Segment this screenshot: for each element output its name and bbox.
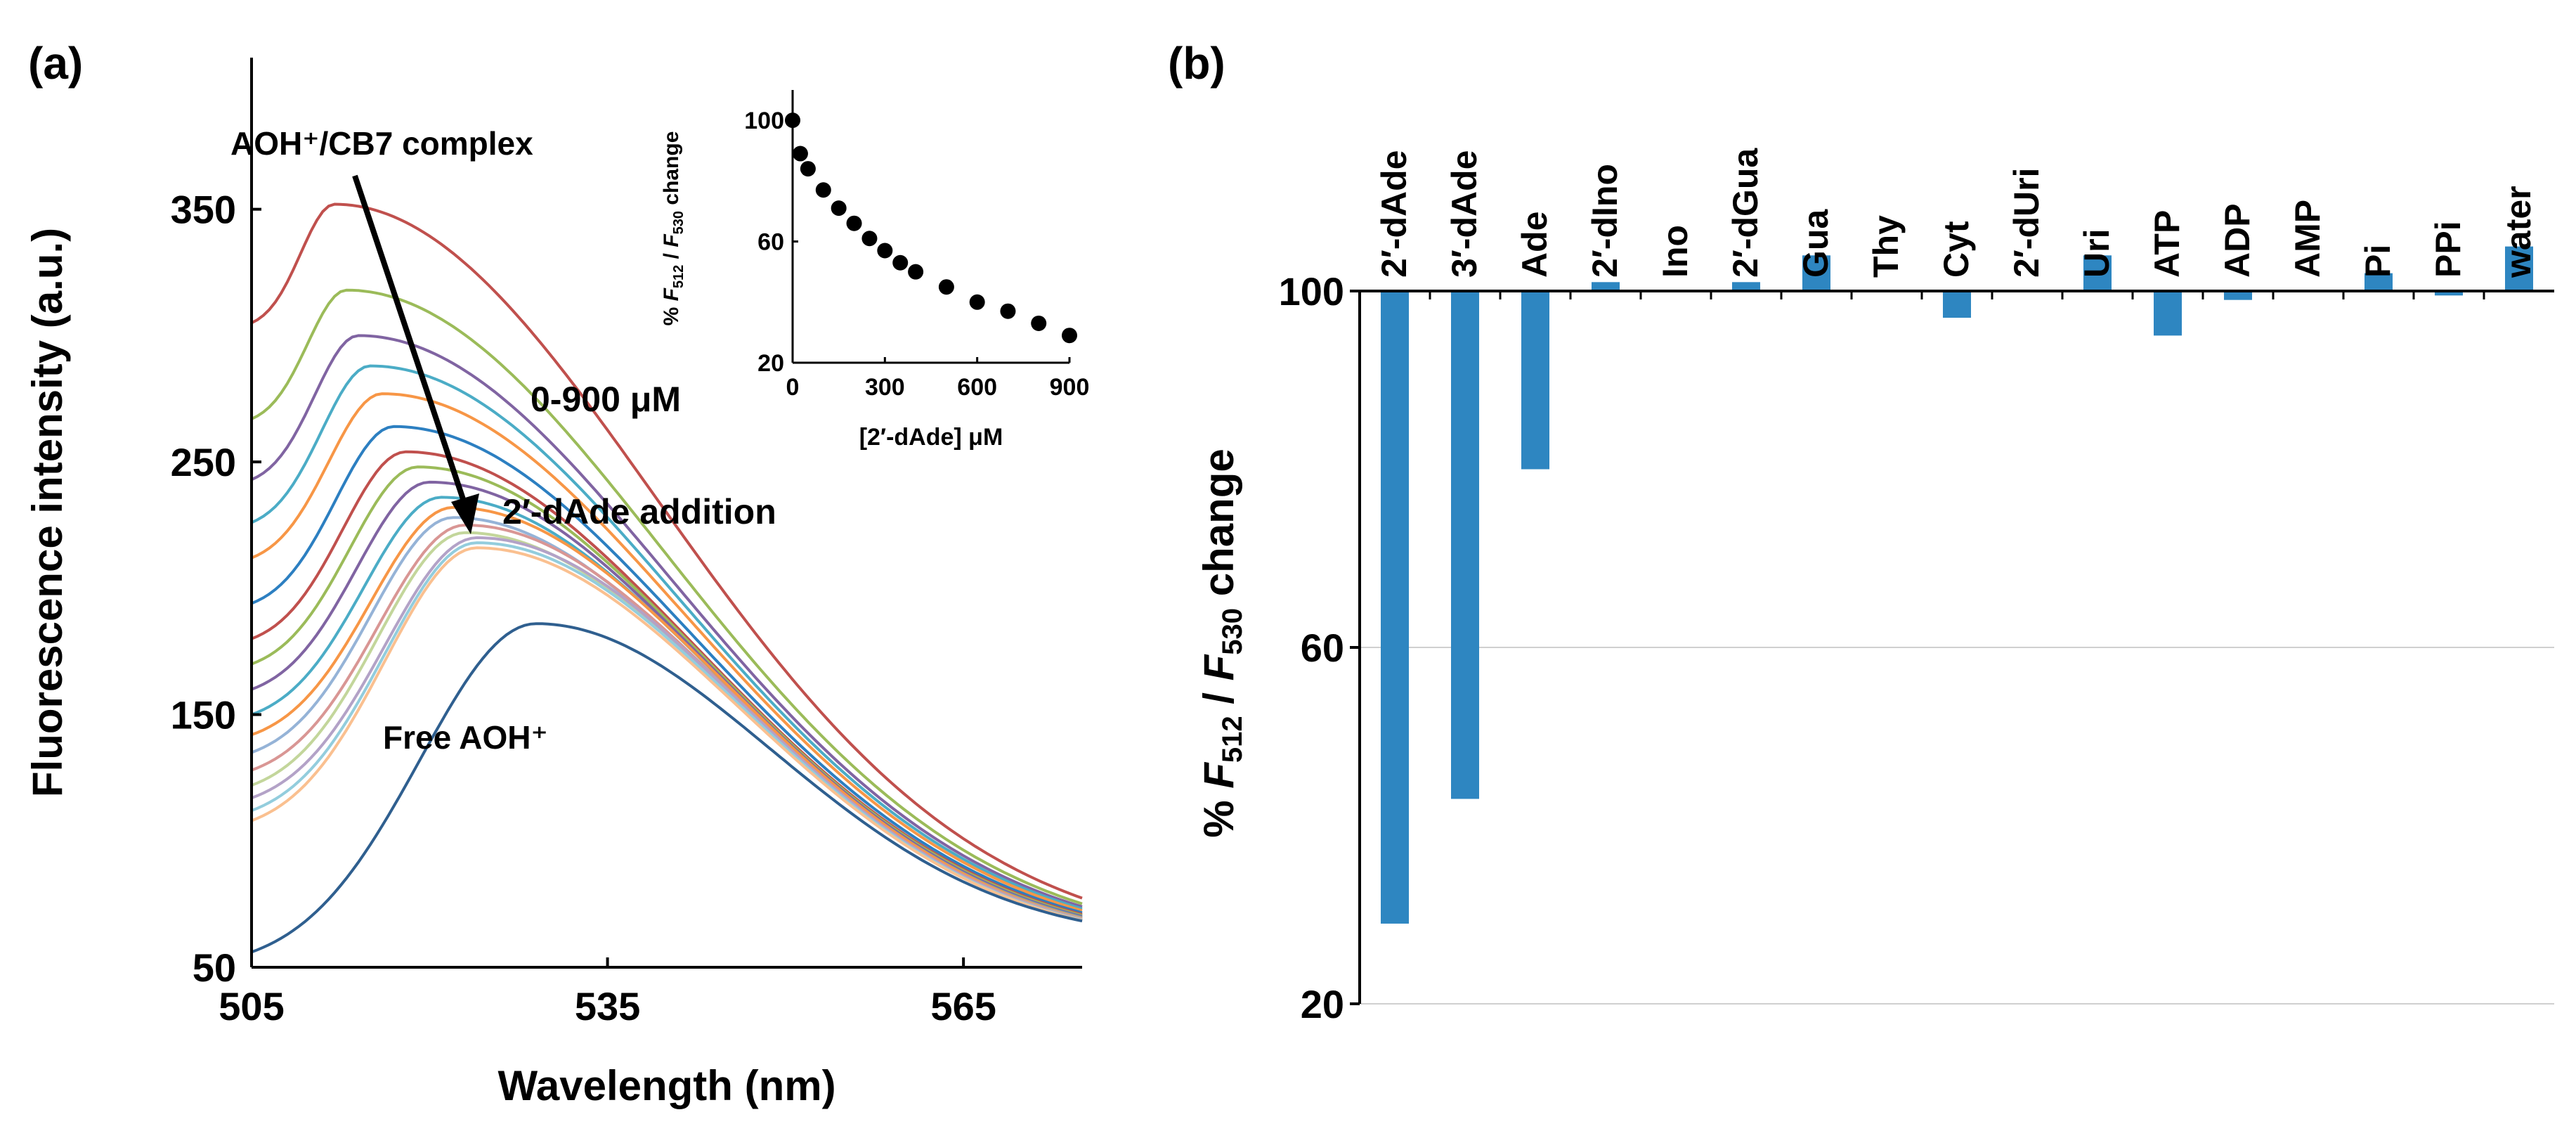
a-y-ticks: 50 150 250 350 — [171, 188, 261, 990]
a-y-axis-label: Fluorescence intensity (a.u.) — [24, 228, 71, 797]
inset-data-point — [800, 161, 816, 177]
category-label: Cyt — [1937, 221, 1976, 278]
inset-data-point — [792, 146, 808, 162]
bar — [2224, 291, 2252, 300]
spectrum-line — [251, 425, 1083, 915]
spectrum-line — [251, 622, 1083, 954]
inset-chart: 20 60 100 0 300 600 900 % F512 / F530 change [… — [660, 90, 1089, 451]
category-label: 2′-dAde — [1374, 150, 1414, 278]
category-label: 2′-dUri — [2007, 168, 2046, 278]
category-label: AMP — [2288, 200, 2327, 278]
bar — [1732, 282, 1760, 291]
bar — [1451, 291, 1479, 799]
b-y-tick-label: 100 — [1279, 269, 1344, 314]
a-y-tick-label: 150 — [171, 693, 236, 737]
a-y-tick-label: 350 — [171, 188, 236, 232]
inset-y-tick-label: 100 — [744, 108, 784, 134]
b-bars — [1381, 246, 2533, 924]
bar — [2083, 255, 2112, 291]
spectrum-line — [251, 288, 1083, 905]
b-category-labels: 2′-dAde 3′-dAde Ade 2′-dIno Ino 2′-dGua Gua Thy… — [1374, 148, 2538, 278]
inset-data-point — [815, 182, 831, 198]
inset-y-tick-label: 20 — [757, 350, 784, 377]
inset-data-point — [831, 200, 847, 217]
a-x-tick-label: 535 — [575, 984, 640, 1028]
spectra-curves — [251, 202, 1083, 954]
annotation-complex: AOH⁺/CB7 complex — [230, 125, 533, 162]
category-label: 3′-dAde — [1445, 150, 1484, 278]
category-label: Gua — [1796, 209, 1835, 278]
inset-x-tick-label: 600 — [957, 374, 997, 401]
annotation-concentration: 0-900 μM — [531, 380, 681, 419]
a-y-tick-label: 50 — [193, 945, 236, 990]
inset-data-point — [908, 264, 924, 280]
inset-data-point — [861, 231, 878, 247]
inset-data-point — [877, 243, 893, 259]
spectrum-line — [251, 505, 1083, 919]
inset-x-tick-label: 300 — [865, 374, 905, 401]
category-label: Thy — [1866, 215, 1906, 278]
a-x-ticks: 505 535 565 — [219, 957, 996, 1028]
category-label: Ade — [1515, 212, 1554, 278]
inset-points — [785, 112, 1077, 344]
bar — [2364, 273, 2393, 291]
inset-data-point — [938, 279, 954, 295]
inset-data-point — [1031, 315, 1047, 331]
bar — [1381, 291, 1409, 924]
spectrum-line — [251, 202, 1083, 900]
category-label: Ino — [1655, 225, 1695, 278]
inset-x-tick-label: 900 — [1050, 374, 1090, 401]
b-category-separators — [1429, 291, 2485, 299]
inset-x-axis-label: [2′-dAde] μM — [859, 424, 1003, 451]
inset-y-axis-label: % F512 / F530 change — [660, 131, 687, 326]
panel-a-label: (a) — [28, 38, 83, 89]
a-y-tick-label: 250 — [171, 440, 236, 484]
category-label: ATP — [2147, 210, 2187, 278]
spectrum-line — [251, 546, 1083, 922]
bar — [1802, 255, 1830, 291]
inset-data-point — [1000, 303, 1016, 319]
a-x-axis-label: Wavelength (nm) — [497, 1062, 835, 1109]
spectrum-line — [251, 392, 1083, 912]
bar — [2435, 291, 2463, 296]
annotation-free: Free AOH⁺ — [383, 719, 548, 756]
addition-arrow — [352, 174, 479, 534]
inset-data-point — [1062, 328, 1077, 344]
bar — [1592, 282, 1620, 291]
inset-ticks: 20 60 100 0 300 600 900 — [744, 108, 1089, 401]
b-y-tick-label: 60 — [1301, 626, 1344, 670]
b-y-tick-label: 20 — [1301, 982, 1344, 1026]
category-label: PPi — [2428, 221, 2468, 278]
a-x-tick-label: 565 — [930, 984, 996, 1028]
bar — [2154, 291, 2182, 336]
annotation-addition: 2′-dAde addition — [502, 492, 776, 531]
b-gridlines — [1360, 647, 2554, 1005]
category-label: Uri — [2077, 229, 2116, 278]
category-label: ADP — [2218, 203, 2257, 278]
bar — [1943, 291, 1971, 318]
bar — [2505, 246, 2533, 291]
category-label: 2′-dGua — [1726, 148, 1765, 278]
panel-a: (a) 50 150 250 350 505 535 565 Fluorescence i… — [24, 38, 1089, 1109]
category-label: water — [2499, 186, 2538, 278]
inset-data-point — [846, 215, 862, 231]
inset-x-tick-label: 0 — [786, 374, 800, 401]
inset-y-tick-label: 60 — [757, 229, 784, 256]
a-x-tick-label: 505 — [219, 984, 284, 1028]
b-y-ticks: 20 60 100 — [1279, 269, 1360, 1026]
inset-data-point — [785, 112, 800, 129]
panel-b-label: (b) — [1168, 38, 1225, 89]
spectrum-line — [251, 364, 1083, 910]
category-label: 2′-dIno — [1585, 164, 1625, 278]
spectrum-line — [251, 334, 1083, 908]
inset-data-point — [969, 294, 985, 310]
b-y-axis-label: % F512 / F530 change — [1195, 448, 1248, 838]
inset-data-point — [892, 254, 909, 271]
bar — [1521, 291, 1549, 470]
category-label: Pi — [2358, 245, 2398, 278]
